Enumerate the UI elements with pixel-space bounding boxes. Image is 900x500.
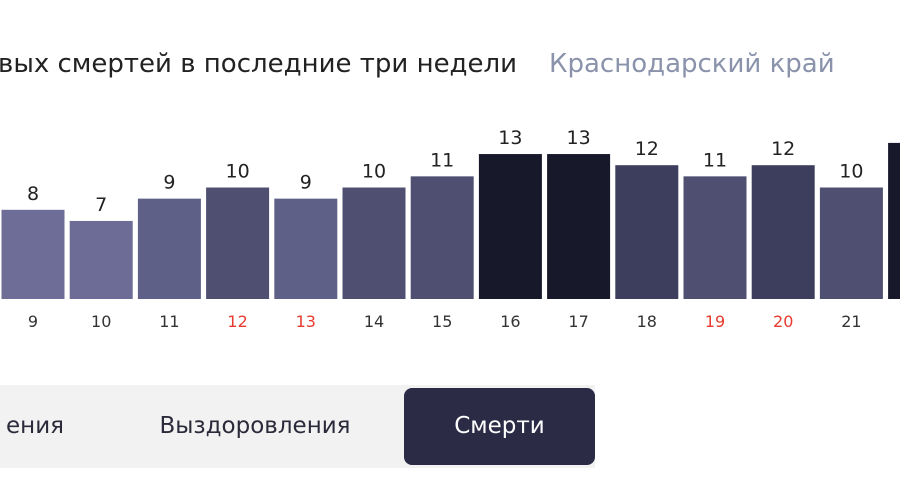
bar [547, 154, 611, 299]
value-label: 10 [362, 161, 386, 183]
x-tick-label: 10 [91, 312, 111, 331]
value-label: 10 [226, 161, 250, 183]
bar [274, 198, 338, 299]
bar [888, 142, 900, 299]
tab[interactable]: ения [6, 413, 64, 439]
bar [137, 198, 201, 299]
region: Краснодарский край [549, 49, 835, 79]
value-label: 10 [839, 161, 863, 183]
value-label: 11 [430, 149, 454, 171]
tab[interactable]: Смерти [404, 388, 595, 465]
bar [410, 176, 474, 299]
value-label: 7 [95, 194, 107, 216]
x-tick-label: 18 [637, 312, 657, 331]
bar [342, 187, 406, 299]
x-tick-label: 15 [432, 312, 452, 331]
x-tick-label: 12 [227, 312, 247, 331]
value-label: 9 [163, 172, 175, 194]
bar [478, 154, 542, 299]
value-label: 11 [703, 149, 727, 171]
x-tick-label: 14 [364, 312, 384, 331]
x-tick-label: 9 [28, 312, 38, 331]
value-label: 12 [635, 138, 659, 160]
chart: вых смертей в последние три недели Красн… [0, 49, 900, 331]
bar [69, 220, 133, 299]
bar [615, 165, 679, 299]
x-tick-label: 11 [159, 312, 179, 331]
x-tick-label: 17 [568, 312, 588, 331]
value-label: 13 [498, 127, 522, 149]
bar [819, 187, 883, 299]
value-label: 13 [567, 127, 591, 149]
value-label: 12 [771, 138, 795, 160]
bar [751, 165, 815, 299]
bar [1, 209, 65, 299]
title: вых смертей в последние три недели [0, 49, 517, 79]
value-label: 9 [300, 172, 312, 194]
x-tick-label: 21 [841, 312, 861, 331]
tab-bar: ения Выздоровления Смерти [0, 385, 595, 468]
x-tick-label: 19 [705, 312, 725, 331]
x-tick-label: 13 [296, 312, 316, 331]
value-label: 8 [27, 183, 39, 205]
x-tick-label: 16 [500, 312, 520, 331]
bar [683, 176, 747, 299]
tab[interactable]: Выздоровления [159, 413, 351, 439]
x-tick-label: 20 [773, 312, 793, 331]
bar [206, 187, 270, 299]
